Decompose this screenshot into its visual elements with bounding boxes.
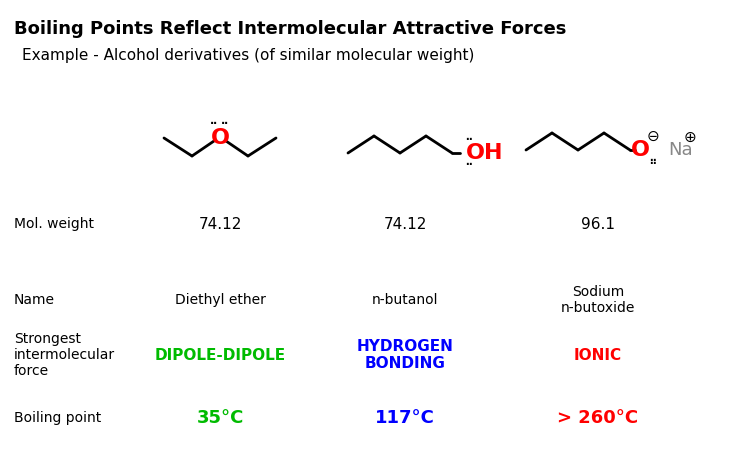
Text: ·: · — [467, 156, 473, 174]
Text: Strongest
intermolecular
force: Strongest intermolecular force — [14, 332, 115, 378]
Text: ⊕: ⊕ — [683, 129, 697, 144]
Text: O: O — [631, 140, 650, 160]
Text: Sodium
n-butoxide: Sodium n-butoxide — [561, 285, 635, 315]
Text: Boiling point: Boiling point — [14, 411, 101, 425]
Text: ·: · — [648, 155, 654, 173]
Text: 74.12: 74.12 — [383, 217, 426, 232]
Text: ·: · — [648, 152, 654, 170]
Text: ·: · — [651, 155, 657, 173]
Text: n-butanol: n-butanol — [371, 293, 438, 307]
Text: OH: OH — [466, 143, 504, 163]
Text: Diethyl ether: Diethyl ether — [175, 293, 266, 307]
Text: ·: · — [223, 114, 229, 133]
Text: Na: Na — [668, 141, 693, 159]
Text: ⊖: ⊖ — [647, 128, 659, 143]
Text: DIPOLE-DIPOLE: DIPOLE-DIPOLE — [154, 347, 286, 362]
Text: ·: · — [464, 156, 470, 174]
Text: ·: · — [212, 114, 218, 133]
Text: Boiling Points Reflect Intermolecular Attractive Forces: Boiling Points Reflect Intermolecular At… — [14, 20, 567, 38]
Text: Name: Name — [14, 293, 55, 307]
Text: > 260°C: > 260°C — [557, 409, 639, 427]
Text: ·: · — [209, 114, 215, 133]
Text: ·: · — [467, 131, 473, 149]
Text: ·: · — [651, 152, 657, 170]
Text: ·: · — [220, 114, 226, 133]
Text: IONIC: IONIC — [574, 347, 622, 362]
Text: 74.12: 74.12 — [198, 217, 241, 232]
Text: 96.1: 96.1 — [581, 217, 615, 232]
Text: HYDROGEN
BONDING: HYDROGEN BONDING — [357, 339, 454, 371]
Text: Mol. weight: Mol. weight — [14, 217, 94, 231]
Text: 117°C: 117°C — [375, 409, 435, 427]
Text: ·: · — [464, 131, 470, 149]
Text: 35°C: 35°C — [196, 409, 244, 427]
Text: Example - Alcohol derivatives (of similar molecular weight): Example - Alcohol derivatives (of simila… — [22, 48, 474, 63]
Text: O: O — [211, 128, 230, 148]
